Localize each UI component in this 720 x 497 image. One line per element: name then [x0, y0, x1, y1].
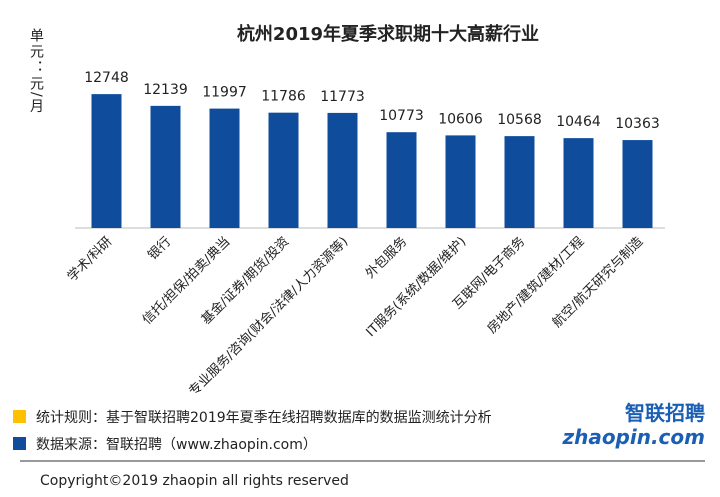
bar [268, 112, 299, 228]
x-tick-label: 学术/科研 [64, 234, 115, 285]
legend-swatch [13, 410, 26, 423]
x-tick-label: IT服务(系统/数据/维护) [363, 234, 470, 341]
data-label: 10464 [556, 114, 601, 130]
bar [386, 132, 417, 228]
data-label: 10606 [438, 111, 483, 127]
note: 统计规则：基于智联招聘2019年夏季在线招聘数据库的数据监测统计分析 [36, 409, 492, 426]
data-label: 11997 [202, 85, 247, 101]
x-tick-label: 银行 [145, 234, 174, 263]
note: 数据来源：智联招聘（www.zhaopin.com） [36, 437, 317, 453]
logo-site: zhaopin.com [561, 425, 705, 449]
logo-name: 智联招聘 [625, 401, 705, 425]
legend-swatch [13, 437, 26, 450]
x-tick-label: 外包服务 [362, 234, 410, 282]
bar [504, 136, 535, 228]
data-label: 10568 [497, 112, 542, 128]
data-label: 11773 [320, 89, 365, 105]
data-label: 10363 [615, 116, 660, 132]
bar [622, 140, 653, 228]
chart-title: 杭州2019年夏季求职期十大高薪行业 [237, 23, 539, 45]
bar [209, 108, 240, 228]
data-label: 12748 [84, 70, 129, 86]
data-label: 11786 [261, 89, 306, 105]
data-label: 10773 [379, 108, 424, 124]
x-tick-label: 房地产/建筑/建材/工程 [484, 234, 587, 337]
copyright: Copyright©2019 zhaopin all rights reserv… [40, 473, 349, 489]
bar [563, 138, 594, 228]
bar [91, 94, 122, 228]
y-axis-label: 单元：元/月 [28, 28, 44, 115]
data-label: 12139 [143, 82, 188, 98]
bar [150, 105, 181, 228]
bar [327, 112, 358, 228]
bar [445, 135, 476, 228]
